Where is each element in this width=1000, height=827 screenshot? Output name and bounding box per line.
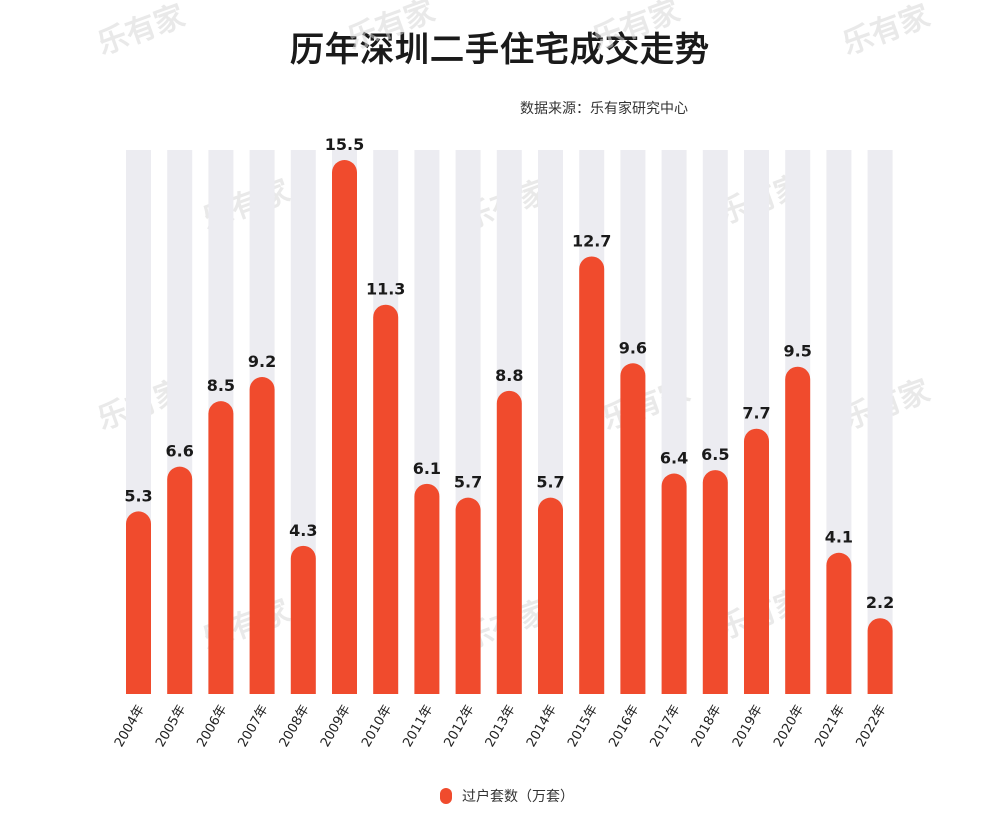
x-tick-label: 2012年 (442, 703, 478, 750)
data-label: 8.5 (207, 376, 235, 395)
data-source: 数据来源：乐有家研究中心 (520, 101, 688, 117)
x-tick-label: 2017年 (648, 703, 684, 750)
data-bar (538, 497, 563, 694)
data-bar (208, 401, 234, 694)
x-tick-label: 2013年 (483, 703, 519, 750)
data-bar (167, 466, 193, 694)
x-tick-label: 2010年 (359, 703, 395, 750)
x-tick-label: 2022年 (854, 703, 890, 750)
data-bar (126, 511, 151, 694)
data-bar (661, 473, 687, 694)
data-label: 8.8 (495, 366, 523, 385)
data-label: 6.6 (166, 442, 194, 461)
data-label: 9.6 (619, 338, 647, 357)
data-bar (290, 545, 316, 694)
legend-swatch (440, 788, 452, 804)
data-bar (702, 470, 728, 694)
data-bar (249, 377, 275, 694)
x-tick-label: 2016年 (606, 703, 642, 750)
data-label: 6.5 (701, 445, 729, 464)
x-tick-label: 2004年 (112, 703, 148, 750)
data-label: 5.3 (124, 486, 152, 505)
x-tick-label: 2019年 (730, 703, 766, 750)
data-label: 6.1 (413, 459, 441, 478)
data-label: 6.4 (660, 449, 688, 468)
chart-title: 历年深圳二手住宅成交走势 (290, 30, 710, 70)
x-tick-label: 2018年 (689, 703, 725, 750)
x-tick-label: 2014年 (524, 703, 560, 750)
x-tick-label: 2011年 (400, 703, 436, 750)
data-label: 9.5 (784, 342, 812, 361)
data-bar (332, 159, 357, 694)
data-label: 12.7 (572, 231, 611, 250)
x-tick-label: 2008年 (277, 703, 313, 750)
data-label: 7.7 (742, 404, 770, 423)
bar-track (867, 150, 893, 694)
x-tick-label: 2020年 (771, 703, 807, 750)
legend-label: 过户套数（万套） (462, 789, 574, 805)
data-label: 9.2 (248, 352, 276, 371)
data-label: 4.1 (825, 528, 853, 547)
data-label: 2.2 (866, 593, 894, 612)
data-bar (414, 483, 440, 694)
data-bar (373, 304, 399, 694)
x-tick-label: 2021年 (812, 703, 848, 750)
data-label: 5.7 (536, 473, 564, 492)
x-tick-label: 2007年 (236, 703, 272, 750)
data-label: 4.3 (289, 521, 317, 540)
x-tick-label: 2015年 (565, 703, 601, 750)
data-bar (785, 366, 811, 694)
data-bar (455, 497, 481, 694)
x-tick-label: 2006年 (194, 703, 230, 750)
data-bar (867, 618, 893, 694)
x-tick-label: 2005年 (153, 703, 189, 750)
data-bar (620, 363, 646, 694)
x-tick-label: 2009年 (318, 703, 354, 750)
data-label: 15.5 (325, 135, 364, 154)
data-label: 5.7 (454, 473, 482, 492)
data-bar (579, 256, 605, 694)
data-bar (496, 390, 522, 694)
data-label: 11.3 (366, 280, 405, 299)
legend: 过户套数（万套） (440, 786, 574, 806)
data-bar (826, 552, 852, 694)
data-bar (744, 428, 769, 694)
